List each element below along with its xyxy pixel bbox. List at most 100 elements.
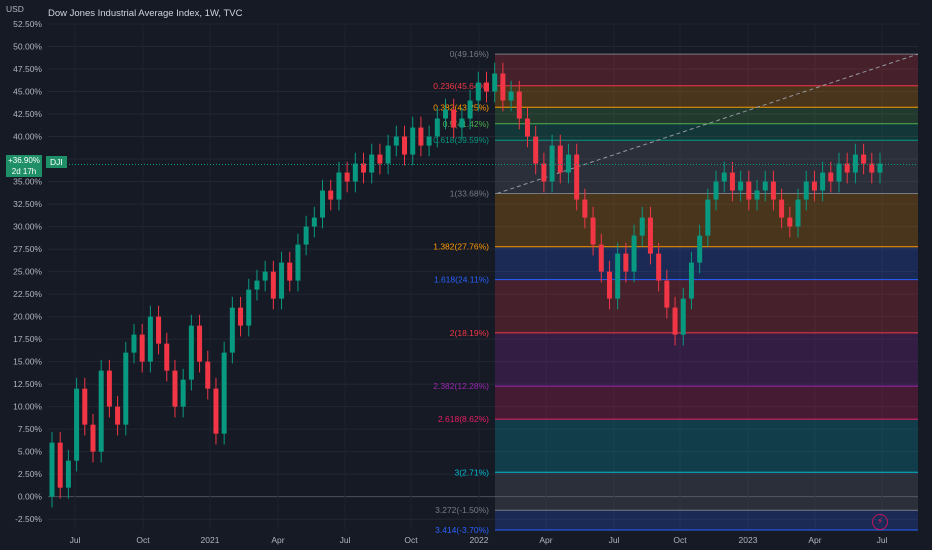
fib-band [495,107,918,124]
candle-body [664,280,670,308]
candle-body [533,136,539,164]
candle-body [762,181,768,191]
candle-body [861,154,867,164]
symbol-tag: DJI [46,156,67,168]
candle-body [590,217,596,245]
candle-body [402,136,408,155]
y-tick-label: 12.50% [13,379,42,389]
candle-body [115,406,121,425]
candle-body [680,298,686,335]
y-tick-label: 50.00% [13,42,42,52]
fib-level-label: 0.618(39.59%) [433,135,489,145]
chart-title: Dow Jones Industrial Average Index, 1W, … [48,8,243,19]
candle-body [229,307,235,353]
candle-body [328,190,334,200]
candle-body [205,361,211,389]
x-tick-label: Oct [136,535,150,545]
candle-body [361,163,367,173]
lightning-icon[interactable]: ⚡ [872,514,888,530]
candle-body [713,181,719,200]
fib-band [495,332,918,387]
candle-body [705,199,711,236]
candle-body [852,154,858,173]
candle-body [516,91,522,119]
fib-level-label: 2.382(12.28%) [433,381,489,391]
candle-body [82,388,88,425]
y-tick-label: 47.50% [13,64,42,74]
candle-body [647,217,653,254]
candle-body [582,199,588,218]
y-tick-label: -2.50% [15,514,42,524]
candle-body [262,271,268,281]
y-tick-label: 40.00% [13,132,42,142]
fib-level-label: 1.618(24.11%) [434,275,489,285]
candle-body [828,172,834,182]
candle-body [770,181,776,200]
x-tick-label: 2023 [739,535,758,545]
price-change-value: +36.90% [8,156,40,165]
x-tick-label: Apr [808,535,821,545]
bar-countdown: 2d 17h [11,167,37,176]
x-tick-label: 2022 [470,535,489,545]
y-tick-label: 7.50% [18,424,43,434]
y-tick-label: 20.00% [13,312,42,322]
price-change-badge: +36.90% 2d 17h [6,155,42,177]
fib-band [495,419,918,473]
candle-body [795,199,801,227]
candle-body [164,343,170,371]
y-tick-label: 5.00% [18,447,43,457]
x-tick-label: Jul [340,535,351,545]
fib-band [495,54,918,86]
y-tick-label: 27.50% [13,244,42,254]
candle-body [672,307,678,335]
candle-body [156,316,162,344]
candle-body [877,163,883,173]
candle-body [639,217,645,236]
candle-body [295,244,301,281]
fib-level-label: 2.618(8.62%) [438,414,489,424]
candle-body [844,163,850,173]
candle-body [188,325,194,380]
fib-level-label: 0(49.16%) [450,49,489,59]
candle-body [803,181,809,200]
currency-label: USD [6,4,24,14]
candle-body [459,118,465,128]
candle-body [500,73,506,101]
candle-body [443,109,449,119]
candle-body [90,424,96,452]
x-tick-label: Apr [271,535,284,545]
fib-band [495,85,918,108]
candle-body [213,388,219,434]
candle-body [303,226,309,245]
candle-body [492,73,498,92]
candle-body [541,163,547,182]
candle-body [483,82,489,92]
candle-body [147,316,153,362]
candle-body [385,145,391,164]
y-tick-label: 45.00% [13,87,42,97]
y-tick-label: 22.50% [13,289,42,299]
candle-body [623,253,629,272]
candle-body [606,271,612,299]
candle-body [139,334,145,362]
candle-body [475,82,481,101]
candle-body [344,172,350,182]
candle-body [811,181,817,191]
candle-body [57,442,63,488]
candle-body [172,370,178,407]
y-tick-label: 52.50% [13,19,42,29]
x-tick-label: 2021 [201,535,220,545]
candle-body [131,334,137,353]
candle-body [836,163,842,182]
candle-body [106,370,112,407]
fib-level-label: 3.272(-1.50%) [435,505,489,515]
candle-body [557,145,563,173]
x-tick-label: Oct [404,535,418,545]
candle-body [369,154,375,173]
candle-body [377,154,383,164]
candle-body [598,244,604,272]
candle-body [311,217,317,227]
candle-body [197,325,203,362]
fib-level-label: 3.414(-3.70%) [435,525,489,535]
